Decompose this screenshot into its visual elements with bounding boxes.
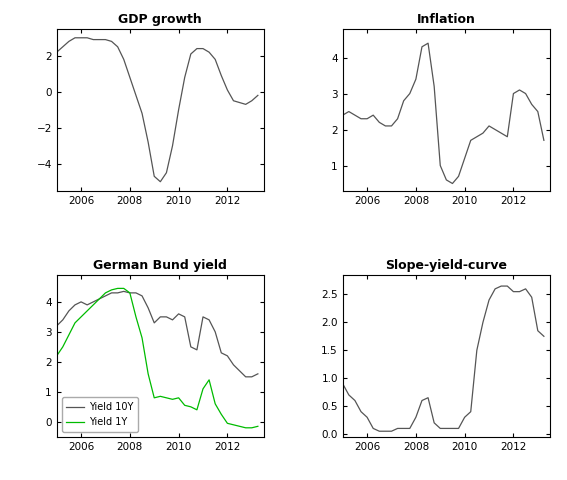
Yield 10Y: [224, 353, 231, 359]
Yield 1Y: [175, 395, 182, 401]
Yield 1Y: [181, 402, 188, 408]
Yield 1Y: [224, 420, 231, 426]
Yield 10Y: [139, 293, 146, 299]
Yield 1Y: [102, 290, 109, 296]
Yield 10Y: [133, 290, 139, 296]
Yield 10Y: [126, 290, 133, 296]
Yield 1Y: [169, 396, 176, 402]
Yield 10Y: [230, 362, 237, 368]
Line: Yield 1Y: Yield 1Y: [57, 288, 258, 428]
Yield 1Y: [115, 286, 121, 291]
Yield 10Y: [71, 302, 78, 308]
Yield 1Y: [236, 423, 243, 429]
Title: GDP growth: GDP growth: [119, 13, 202, 26]
Yield 1Y: [133, 314, 139, 320]
Yield 10Y: [175, 311, 182, 317]
Yield 10Y: [200, 314, 206, 320]
Yield 10Y: [66, 308, 73, 314]
Yield 1Y: [163, 395, 170, 401]
Yield 10Y: [120, 288, 127, 294]
Yield 10Y: [218, 350, 225, 356]
Yield 1Y: [126, 290, 133, 296]
Yield 1Y: [193, 407, 200, 413]
Yield 1Y: [78, 314, 84, 320]
Yield 10Y: [53, 323, 60, 329]
Line: Yield 10Y: Yield 10Y: [57, 291, 258, 377]
Yield 1Y: [255, 423, 261, 429]
Yield 1Y: [218, 411, 225, 417]
Yield 10Y: [102, 293, 109, 299]
Yield 1Y: [96, 296, 103, 302]
Yield 10Y: [255, 371, 261, 377]
Yield 10Y: [236, 368, 243, 374]
Yield 10Y: [108, 290, 115, 296]
Yield 1Y: [145, 371, 151, 377]
Yield 10Y: [145, 305, 151, 311]
Yield 10Y: [163, 314, 170, 320]
Title: Slope-yield-curve: Slope-yield-curve: [386, 259, 507, 272]
Yield 10Y: [248, 374, 255, 380]
Yield 10Y: [84, 302, 91, 308]
Yield 1Y: [120, 286, 127, 291]
Yield 10Y: [96, 296, 103, 302]
Yield 10Y: [151, 320, 158, 326]
Yield 1Y: [188, 404, 194, 410]
Yield 10Y: [169, 317, 176, 323]
Yield 1Y: [157, 394, 164, 399]
Legend: Yield 10Y, Yield 1Y: Yield 10Y, Yield 1Y: [62, 397, 138, 432]
Yield 10Y: [181, 314, 188, 320]
Yield 10Y: [60, 317, 66, 323]
Yield 1Y: [200, 386, 206, 392]
Yield 1Y: [206, 377, 213, 383]
Yield 10Y: [157, 314, 164, 320]
Yield 10Y: [206, 317, 213, 323]
Yield 10Y: [212, 329, 219, 335]
Title: German Bund yield: German Bund yield: [94, 259, 227, 272]
Yield 1Y: [90, 302, 97, 308]
Yield 1Y: [66, 332, 73, 338]
Yield 1Y: [230, 422, 237, 428]
Yield 10Y: [242, 374, 249, 380]
Yield 1Y: [71, 320, 78, 326]
Yield 10Y: [188, 344, 194, 350]
Yield 1Y: [53, 353, 60, 359]
Yield 1Y: [60, 344, 66, 350]
Yield 1Y: [108, 287, 115, 293]
Yield 1Y: [139, 335, 146, 341]
Yield 1Y: [212, 401, 219, 407]
Yield 1Y: [151, 395, 158, 401]
Yield 1Y: [84, 308, 91, 314]
Title: Inflation: Inflation: [417, 13, 476, 26]
Yield 10Y: [115, 290, 121, 296]
Yield 1Y: [242, 425, 249, 431]
Yield 10Y: [78, 299, 84, 305]
Yield 10Y: [90, 299, 97, 305]
Yield 10Y: [193, 347, 200, 353]
Yield 1Y: [248, 425, 255, 431]
